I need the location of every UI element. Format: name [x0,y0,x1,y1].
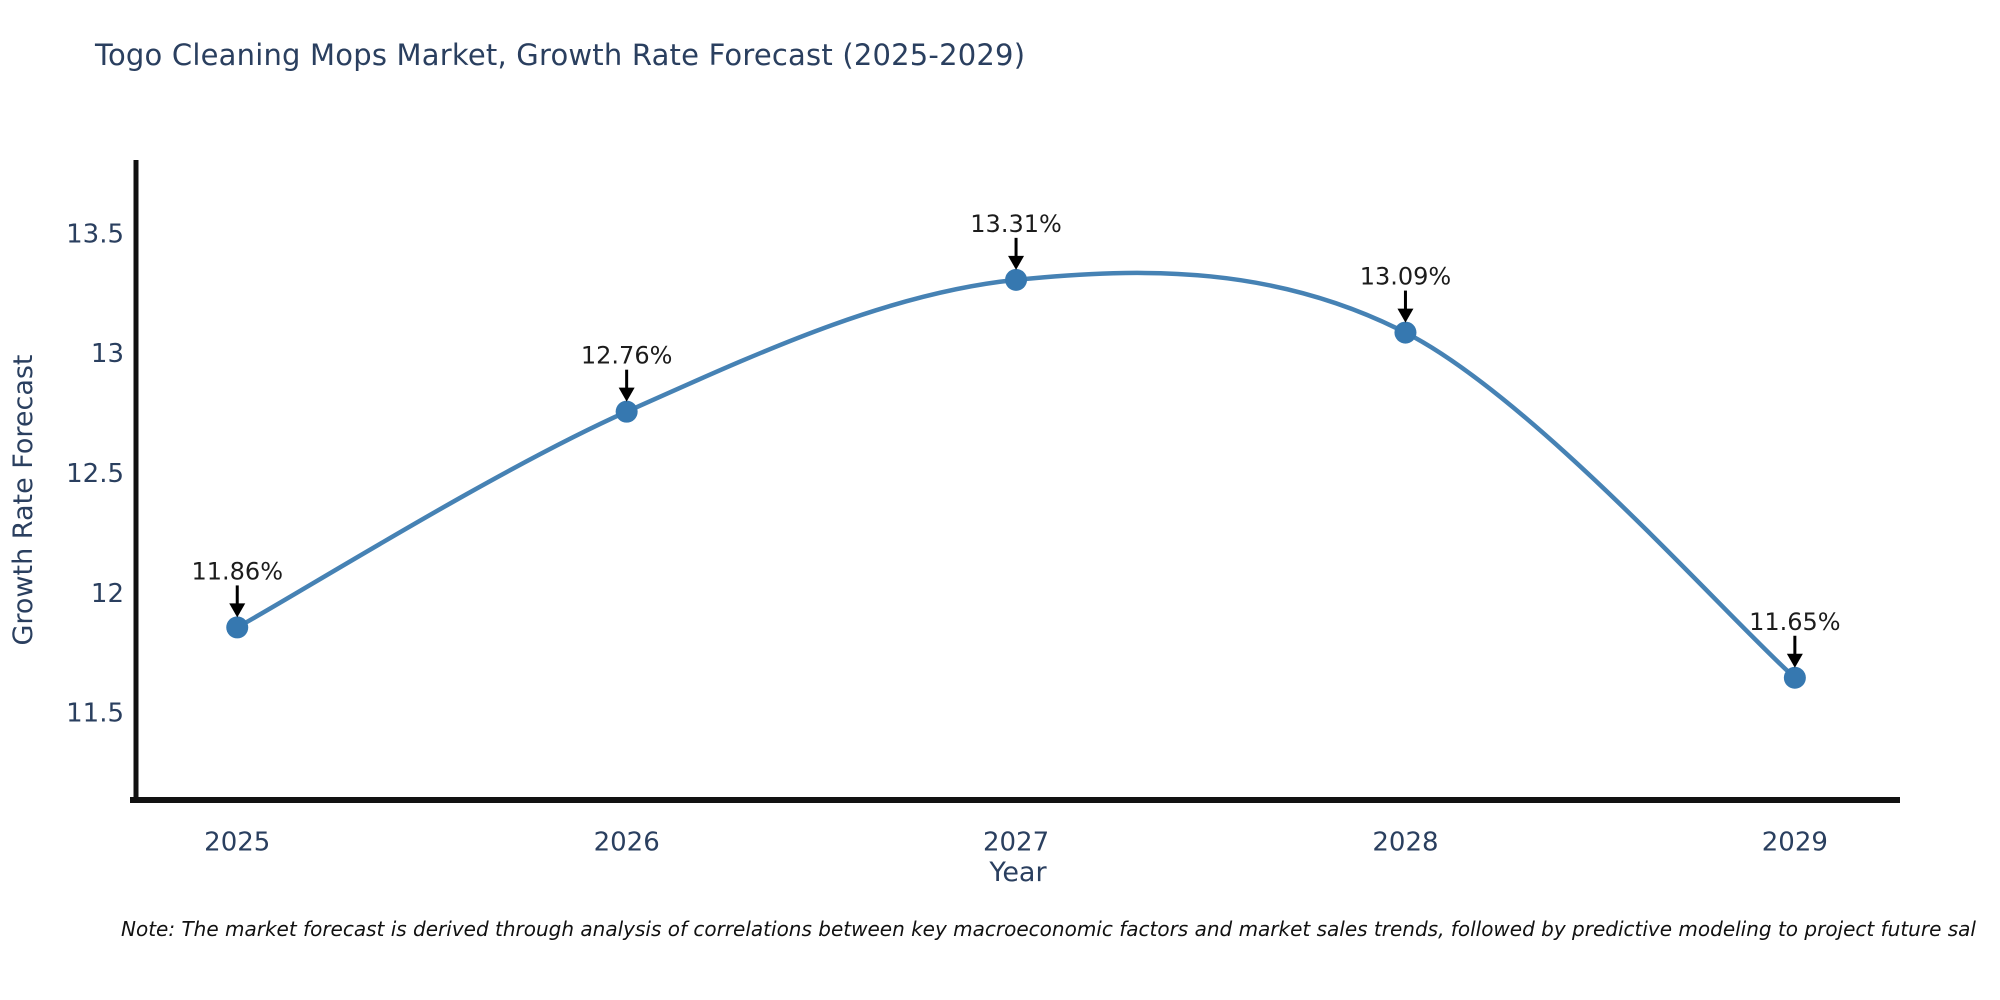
forecast-line [234,270,1798,681]
data-point-marker-2027 [1005,268,1028,291]
y-tick-label: 11.5 [66,699,124,729]
annotation-label-2027: 13.31% [970,210,1062,238]
annotation-label-2029: 11.65% [1749,608,1841,636]
y-tick-label: 13.5 [66,219,124,249]
data-point-marker-2025 [226,616,249,639]
annotation-arrow-head [1786,653,1803,668]
annotation-arrow-head [1008,255,1025,270]
annotation-label-2025: 11.86% [191,557,283,585]
x-tick-label: 2026 [594,827,660,857]
y-axis-title: Growth Rate Forecast [8,354,39,645]
footnote: Note: The market forecast is derived thr… [121,917,1976,941]
annotation-arrow-head [1397,308,1414,323]
y-tick-label: 12.5 [66,459,124,489]
y-tick-label: 12 [91,579,124,609]
x-tick-label: 2029 [1762,827,1828,857]
annotation-label-2026: 12.76% [581,342,673,370]
data-point-marker-2028 [1394,321,1417,344]
chart-title: Togo Cleaning Mops Market, Growth Rate F… [95,38,1026,72]
y-tick-label: 13 [91,339,124,369]
x-tick-label: 2025 [204,827,270,857]
x-tick-label: 2028 [1372,827,1438,857]
x-axis-title: Year [988,857,1047,888]
x-tick-label: 2027 [983,827,1049,857]
annotation-arrow-head [618,387,635,402]
annotation-arrow-head [229,603,246,618]
annotation-label-2028: 13.09% [1360,263,1452,291]
data-point-marker-2026 [615,400,638,423]
data-point-marker-2029 [1783,666,1806,689]
